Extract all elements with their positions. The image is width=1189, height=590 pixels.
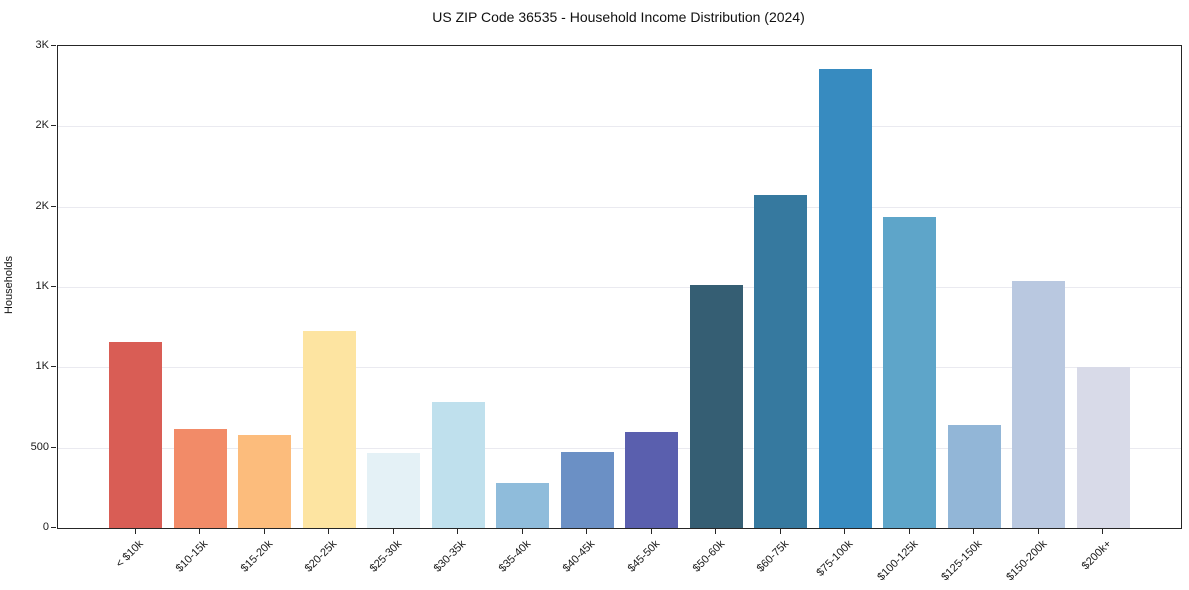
x-tick-label: $150-200k <box>1004 538 1050 584</box>
y-tick-mark <box>51 286 56 287</box>
y-tick-mark <box>51 125 56 127</box>
bar-$50-60k <box>689 285 743 528</box>
y-tick-label: 2K <box>35 119 49 132</box>
bar-$150-200k <box>1012 281 1066 528</box>
y-tick-label: 2K <box>35 199 49 212</box>
x-tick-mark <box>973 529 975 534</box>
bar-$30-35k <box>431 401 485 528</box>
x-tick-mark <box>134 529 136 534</box>
gridline <box>58 287 1181 288</box>
x-tick-label: $100-125k <box>875 538 921 584</box>
x-tick-label: $25-30k <box>367 538 405 575</box>
plot-area <box>57 45 1182 529</box>
y-tick-mark <box>51 446 56 448</box>
y-tick-label: 1K <box>35 360 49 373</box>
x-tick-label: $50-60k <box>690 538 727 575</box>
x-tick-label: $60-75k <box>754 538 792 575</box>
y-tick-mark <box>51 205 56 207</box>
x-tick-label: $75-100k <box>814 538 856 579</box>
x-tick-label: < $10k <box>114 538 147 571</box>
x-tick-mark <box>457 529 459 534</box>
bar-< $10k <box>109 341 163 528</box>
x-tick-mark <box>715 529 717 534</box>
x-tick-mark <box>1037 529 1039 534</box>
x-tick-mark <box>328 529 330 534</box>
bar-$75-100k <box>818 69 872 528</box>
x-tick-mark <box>586 529 588 534</box>
x-tick-mark <box>1102 529 1104 534</box>
bar-$20-25k <box>302 331 356 528</box>
y-tick-label: 3K <box>35 39 49 51</box>
x-tick-label: $45-50k <box>625 538 663 575</box>
bar-$15-20k <box>238 434 292 528</box>
y-tick-label: 0 <box>42 521 49 533</box>
x-tick-label: $30-35k <box>432 538 469 575</box>
x-tick-mark <box>779 529 781 534</box>
bar-$45-50k <box>625 431 679 528</box>
bar-$100-125k <box>883 217 937 528</box>
x-tick-label: $200k+ <box>1079 538 1114 573</box>
x-tick-mark <box>844 529 846 534</box>
x-tick-mark <box>650 529 652 534</box>
chart-title: US ZIP Code 36535 - Household Income Dis… <box>432 9 805 25</box>
x-tick-label: $10-15k <box>173 538 211 575</box>
bar-$35-40k <box>496 483 550 528</box>
x-tick-label: $20-25k <box>302 538 340 575</box>
x-tick-mark <box>263 529 265 534</box>
x-tick-mark <box>392 529 394 534</box>
x-tick-mark <box>199 529 201 534</box>
bar-$60-75k <box>754 195 808 528</box>
y-tick-label: 1K <box>35 280 49 292</box>
bar-$10-15k <box>173 429 227 528</box>
y-tick-mark <box>51 366 56 368</box>
gridline <box>58 367 1181 369</box>
y-tick-label: 500 <box>30 440 49 453</box>
x-tick-label: $35-40k <box>496 538 534 575</box>
bar-$25-30k <box>367 453 421 528</box>
y-tick-mark <box>51 45 56 46</box>
x-tick-mark <box>908 529 910 534</box>
y-tick-mark <box>51 527 56 528</box>
x-tick-mark <box>521 529 523 534</box>
bar-$200k+ <box>1076 367 1130 528</box>
bar-$125-150k <box>947 425 1001 528</box>
x-tick-label: $15-20k <box>238 538 276 575</box>
x-tick-label: $125-150k <box>939 538 985 584</box>
x-tick-label: $40-45k <box>561 538 598 575</box>
gridline <box>58 447 1181 449</box>
gridline <box>58 126 1181 128</box>
gridline <box>58 206 1181 208</box>
bar-$40-45k <box>560 451 614 528</box>
